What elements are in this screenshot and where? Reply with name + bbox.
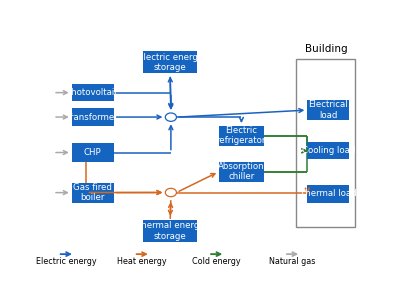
Text: Electric energy
storage: Electric energy storage — [138, 53, 203, 72]
Bar — [307, 100, 349, 120]
Bar — [72, 84, 114, 101]
Text: CHP: CHP — [84, 148, 102, 157]
Circle shape — [165, 188, 176, 197]
Text: Thermal energy
storage: Thermal energy storage — [136, 221, 204, 241]
Text: Gas fired
boiler: Gas fired boiler — [73, 183, 112, 202]
Bar — [72, 143, 114, 162]
Text: Thermal load: Thermal load — [300, 189, 356, 198]
Text: Heat energy: Heat energy — [117, 257, 167, 266]
Bar — [219, 126, 264, 146]
Text: Electric energy: Electric energy — [36, 257, 96, 266]
Text: Transformer: Transformer — [67, 113, 118, 121]
Text: Absorption
chiller: Absorption chiller — [218, 162, 265, 182]
Bar — [72, 108, 114, 126]
Text: Cold energy: Cold energy — [192, 257, 241, 266]
Text: Building: Building — [304, 44, 347, 54]
Bar — [143, 220, 197, 242]
Text: Electric
refrigerator: Electric refrigerator — [217, 126, 266, 145]
Bar — [72, 183, 114, 203]
Text: Natural gas: Natural gas — [269, 257, 316, 266]
Circle shape — [165, 113, 176, 121]
Bar — [143, 51, 197, 73]
Text: Cooling load: Cooling load — [302, 146, 355, 155]
Bar — [296, 59, 355, 227]
Bar — [307, 142, 349, 159]
Bar — [307, 185, 349, 203]
Bar — [219, 162, 264, 182]
Text: Photovoltaic: Photovoltaic — [66, 88, 119, 97]
Text: Electrical
load: Electrical load — [308, 100, 348, 120]
